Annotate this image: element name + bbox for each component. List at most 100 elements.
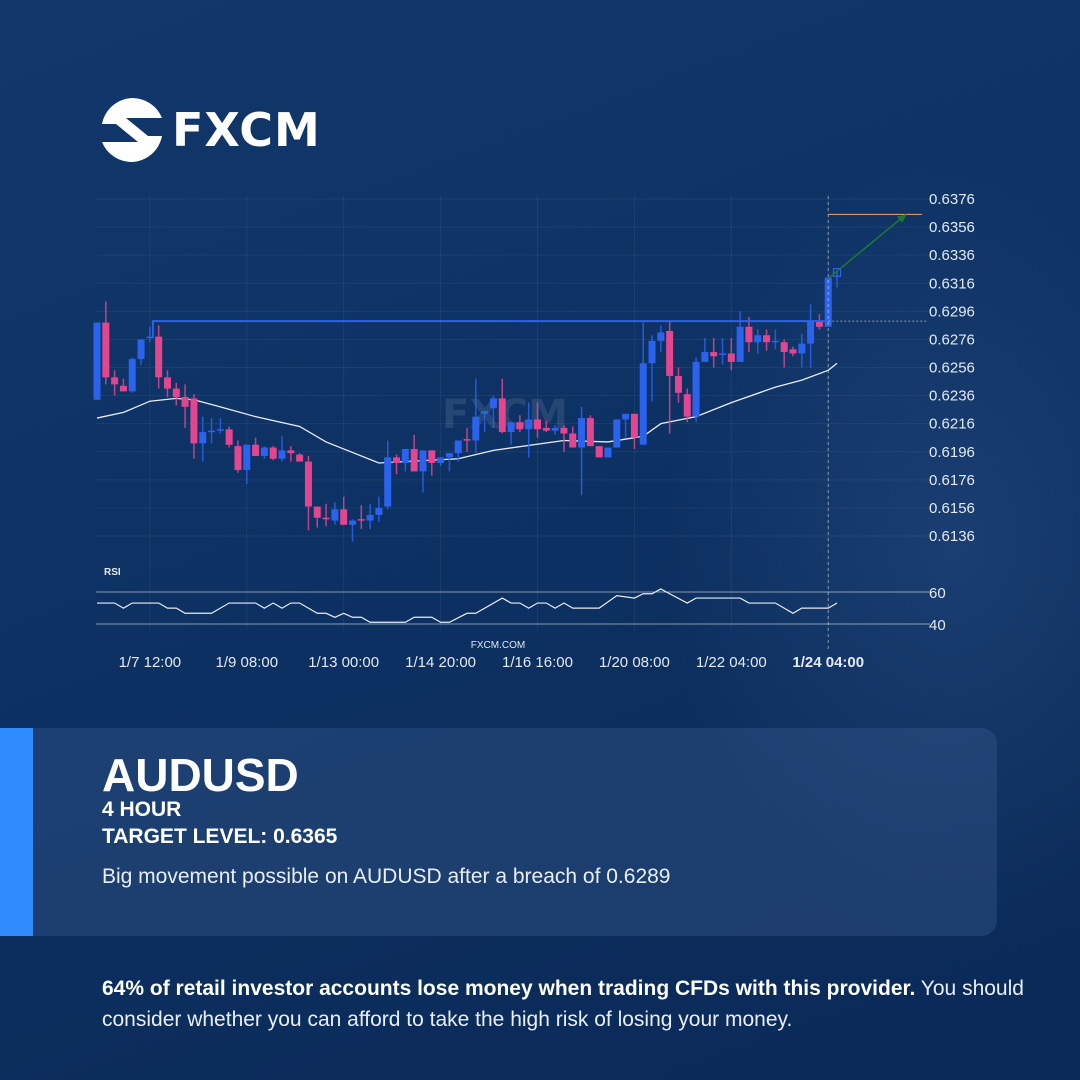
candle — [622, 413, 630, 438]
price-tick-label: 0.6276 — [929, 331, 975, 348]
candle-body — [832, 268, 842, 277]
candle-body — [208, 430, 216, 433]
time-tick-label: 1/13 00:00 — [308, 654, 379, 671]
candle — [146, 326, 154, 343]
candle — [613, 419, 621, 448]
candle — [216, 418, 224, 434]
candle-body — [128, 359, 136, 392]
target-level: TARGET LEVEL: 0.6365 — [102, 825, 338, 848]
price-tick-label: 0.6376 — [929, 191, 975, 208]
candle — [243, 444, 251, 485]
candle — [137, 339, 145, 365]
candle-body — [639, 363, 647, 445]
candle — [824, 277, 832, 327]
candle — [674, 367, 682, 403]
candle — [340, 496, 348, 525]
candle — [489, 395, 497, 428]
candle-body — [763, 335, 771, 343]
background-glow — [660, 150, 1080, 950]
candle-body — [551, 427, 559, 431]
candle — [322, 503, 330, 527]
candle-body — [190, 398, 198, 444]
candle-body — [507, 422, 515, 433]
accent-bar — [0, 728, 33, 936]
time-tick-label: 1/9 08:00 — [215, 654, 278, 671]
candle-body — [340, 509, 348, 525]
time-tick-label: 1/7 12:00 — [119, 654, 182, 671]
candle — [366, 503, 374, 529]
candle-body — [604, 447, 612, 458]
candle-body — [375, 507, 383, 515]
rsi-level-label: 60 — [929, 585, 946, 602]
price-tick-label: 0.6196 — [929, 444, 975, 461]
candle — [313, 506, 321, 528]
arrow-head-icon — [897, 214, 907, 223]
candle — [401, 448, 409, 472]
candle-body — [807, 321, 815, 344]
candle-body — [498, 398, 506, 433]
candle — [745, 316, 753, 353]
candle — [727, 338, 735, 371]
price-tick-label: 0.6156 — [929, 500, 975, 517]
candle — [225, 426, 233, 448]
candle — [357, 505, 365, 529]
candle-body — [313, 506, 321, 518]
candle — [481, 411, 489, 433]
candle — [692, 357, 700, 423]
candle-body — [595, 446, 603, 458]
candle-body — [736, 326, 744, 362]
candle — [832, 268, 842, 288]
candle — [586, 415, 594, 447]
candle-body — [525, 419, 533, 430]
price-tick-label: 0.6336 — [929, 247, 975, 264]
candle-body — [234, 446, 242, 471]
logo-text: FXCM — [172, 103, 321, 157]
candle — [419, 450, 427, 493]
candle-body — [278, 450, 286, 459]
candle-body — [481, 411, 489, 414]
candle-body — [384, 457, 392, 507]
candle — [463, 427, 471, 452]
candle-body — [102, 322, 110, 378]
candle-body — [463, 439, 471, 441]
signal-info-panel: AUDUSD 4 HOUR TARGET LEVEL: 0.6365 Big m… — [0, 728, 997, 936]
candle — [260, 446, 268, 459]
candle — [181, 384, 189, 428]
candle-body — [754, 335, 762, 343]
price-tick-label: 0.6176 — [929, 472, 975, 489]
pattern-overlay — [151, 196, 928, 650]
candle-body — [146, 336, 154, 339]
candle — [666, 321, 674, 434]
rsi-label: RSI — [104, 567, 121, 578]
candle-body — [216, 429, 224, 431]
candle-body — [93, 322, 101, 400]
candle-body — [542, 427, 550, 431]
price-tick-label: 0.6236 — [929, 388, 975, 405]
candle — [278, 436, 286, 462]
price-axis: 0.6376 0.6356 0.6336 0.6316 0.6296 0.6276 0.62… — [929, 191, 975, 545]
candle — [410, 434, 418, 472]
candle — [551, 425, 559, 435]
candle — [542, 420, 550, 433]
candle-body — [815, 321, 823, 327]
candle-body — [648, 340, 656, 364]
candle — [683, 388, 691, 423]
candle-body — [674, 375, 682, 393]
time-tick-label: 1/14 20:00 — [405, 654, 476, 671]
candle-body — [622, 413, 630, 420]
disclaimer-rest: You should consider whether you can affo… — [102, 977, 1024, 1031]
candle-body — [569, 433, 577, 448]
candle-body — [296, 454, 304, 462]
candle — [719, 338, 727, 365]
candle — [754, 329, 762, 354]
projection-arrow — [828, 213, 907, 279]
time-tick-label: 1/24 04:00 — [792, 654, 864, 671]
candle — [172, 382, 180, 406]
candle — [111, 370, 119, 396]
candle — [234, 440, 242, 473]
candle — [578, 406, 586, 496]
site-label: FXCM.COM — [471, 640, 525, 651]
candle-body — [199, 432, 207, 444]
candle-body — [243, 444, 251, 471]
candle — [454, 440, 462, 462]
